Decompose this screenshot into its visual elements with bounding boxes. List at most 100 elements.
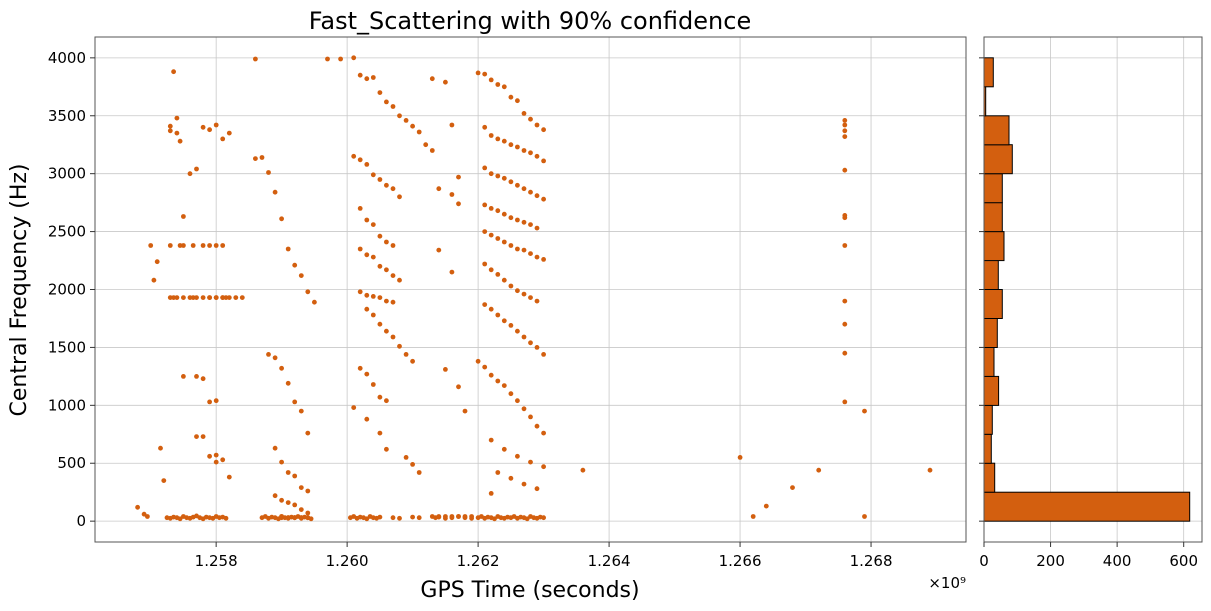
scatter-point: [292, 399, 298, 405]
scatter-point: [449, 122, 455, 128]
scatter-point: [541, 257, 546, 262]
scatter-point: [285, 380, 291, 386]
scatter-point: [292, 262, 298, 268]
scatter-point: [397, 515, 402, 521]
histogram-x-tick-label: 0: [979, 552, 989, 570]
scatter-point: [377, 90, 383, 95]
scatter-point: [501, 211, 507, 217]
scatter-point: [325, 56, 330, 62]
scatter-point: [213, 243, 219, 248]
scatter-point: [501, 277, 507, 283]
scatter-point: [390, 186, 396, 192]
scatter-point: [364, 252, 370, 258]
scatter-point: [429, 148, 435, 153]
scatter-point: [495, 312, 501, 318]
scatter-point: [384, 328, 389, 334]
scatter-point: [377, 233, 383, 239]
scatter-point: [842, 134, 848, 140]
scatter-point: [580, 467, 586, 473]
scatter-point: [495, 236, 501, 241]
scatter-point: [763, 503, 769, 509]
scatter-point: [488, 206, 494, 211]
y-tick-label: 3500: [48, 107, 86, 125]
scatter-point: [397, 194, 402, 200]
scatter-point: [443, 515, 448, 521]
scatter-point: [449, 269, 455, 275]
scatter-point: [305, 510, 311, 516]
histogram-x-tick-label: 600: [1169, 552, 1198, 570]
scatter-point: [482, 364, 488, 370]
scatter-point: [515, 217, 520, 223]
scatter-point: [213, 459, 219, 465]
scatter-point: [384, 267, 389, 273]
scatter-point: [370, 172, 376, 178]
scatter-point: [449, 515, 455, 521]
scatter-point: [842, 128, 848, 134]
scatter-point: [927, 467, 933, 473]
scatter-point: [397, 343, 402, 349]
scatter-point: [174, 115, 180, 121]
scatter-point: [521, 148, 527, 153]
scatter-point: [456, 201, 461, 207]
histogram-y-ticks: [979, 57, 984, 522]
scatter-point: [416, 470, 422, 475]
scatter-point: [521, 247, 527, 253]
scatter-point: [272, 493, 278, 499]
scatter-point: [364, 306, 370, 312]
histogram-bar: [983, 346, 995, 377]
scatter-point: [842, 350, 848, 356]
scatter-point: [449, 192, 455, 197]
scatter-point: [501, 383, 507, 388]
scatter-point: [305, 488, 311, 494]
scatter-point: [377, 430, 383, 436]
histogram-bar: [983, 491, 1191, 522]
scatter-point: [397, 113, 402, 119]
scatter-point: [148, 243, 154, 248]
scatter-point: [194, 374, 199, 379]
scatter-point: [390, 104, 396, 109]
scatter-point: [521, 219, 527, 225]
scatter-point: [190, 243, 196, 248]
scatter-point: [403, 455, 409, 460]
scatter-point: [508, 142, 514, 148]
scatter-point: [298, 273, 304, 278]
y-tick-label: 3000: [48, 165, 86, 183]
scatter-point: [279, 216, 284, 222]
scatter-point: [521, 406, 527, 412]
scatter-point: [541, 430, 546, 436]
scatter-point: [488, 232, 494, 238]
scatter-point: [351, 405, 357, 410]
scatter-point: [207, 243, 213, 248]
scatter-point: [161, 478, 167, 483]
y-axis-label: Central Frequency (Hz): [7, 164, 32, 417]
histogram-bar: [983, 202, 1003, 233]
scatter-point: [145, 514, 150, 519]
scatter-point: [508, 323, 514, 328]
scatter-point: [174, 295, 180, 300]
scatter-point: [357, 72, 363, 78]
scatter-point: [541, 352, 546, 357]
scatter-point: [213, 452, 219, 458]
scatter-point: [357, 289, 363, 295]
y-tick-label: 1000: [48, 396, 86, 414]
scatter-point: [213, 295, 219, 300]
scatter-point: [200, 434, 206, 439]
y-axis-ticks: 0 500 1000 1500 2000 2500 3000 3500 4000: [48, 49, 95, 530]
scatter-point: [390, 273, 396, 278]
scatter-point: [482, 165, 488, 171]
scatter-point: [842, 243, 848, 248]
scatter-point: [357, 157, 363, 163]
scatter-point: [456, 384, 461, 390]
scatter-point: [171, 295, 177, 300]
scatter-point: [528, 251, 533, 256]
scatter-point: [223, 515, 229, 521]
scatter-point: [410, 514, 415, 520]
scatter-point: [158, 445, 163, 451]
scatter-point: [384, 239, 389, 245]
scatter-point: [377, 177, 383, 182]
scatter-point: [842, 167, 848, 173]
scatter-point: [397, 277, 402, 283]
scatter-point: [181, 243, 186, 248]
histogram-bar: [983, 173, 1003, 204]
